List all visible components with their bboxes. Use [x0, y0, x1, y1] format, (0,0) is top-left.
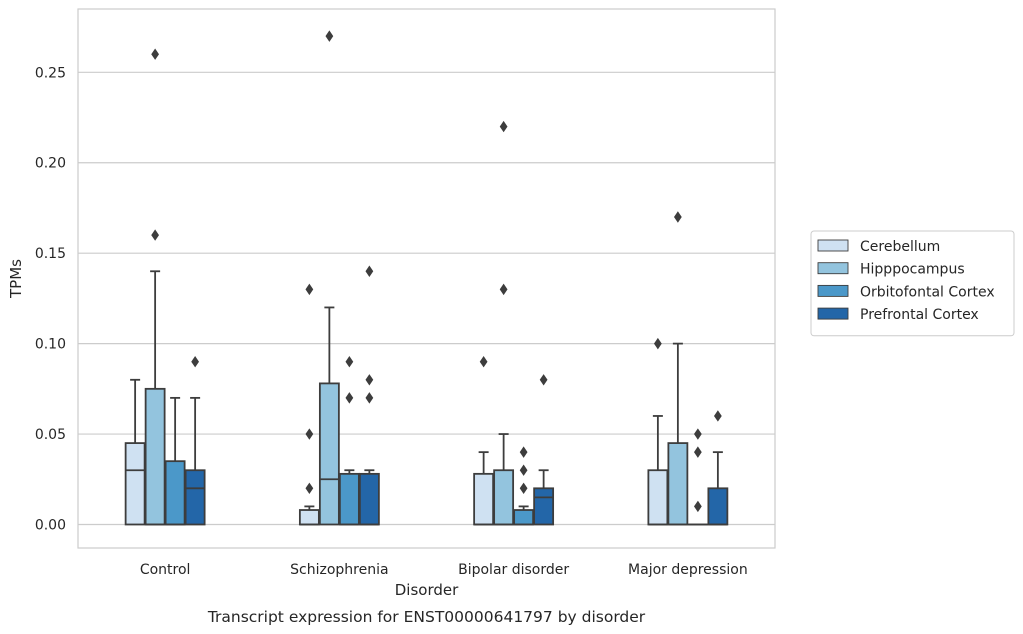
box-1-3	[358, 265, 380, 526]
box-rect	[667, 442, 689, 526]
box-3-2	[687, 428, 709, 526]
box-rect	[318, 382, 340, 526]
outlier-point	[365, 374, 374, 386]
box-1-1	[318, 30, 340, 526]
box-rect	[707, 487, 729, 526]
outlier-point	[151, 48, 160, 60]
box-rect	[144, 387, 166, 526]
x-axis-label: Disorder	[395, 581, 459, 599]
box-0-3	[184, 355, 206, 526]
legend-swatch	[817, 307, 849, 320]
y-tick-label: 0.05	[35, 427, 66, 443]
y-tick-label: 0.20	[35, 156, 66, 172]
box-3-0	[647, 337, 669, 526]
outlier-point	[345, 355, 354, 368]
legend-label: Hipppocampus	[860, 262, 965, 278]
legend: Cerebellum Hipppocampus Orbitofontal Corte…	[810, 230, 1015, 337]
legend-frame	[810, 230, 1015, 337]
boxes	[124, 30, 729, 526]
x-tick-label: Control	[140, 562, 191, 578]
outlier-point	[305, 428, 314, 440]
y-axis-ticks: 0.00 0.05 0.10 0.15 0.20 0.25	[35, 65, 66, 533]
x-tick-label: Schizophrenia	[290, 562, 388, 578]
legend-label: Prefrontal Cortex	[860, 307, 979, 323]
box-3-3	[707, 410, 729, 526]
plot-area-frame	[77, 8, 776, 549]
outlier-point	[305, 283, 314, 296]
box-rect	[164, 460, 186, 526]
box-0-1	[144, 48, 166, 526]
legend-label: Cerebellum	[860, 239, 940, 255]
outlier-point	[499, 120, 508, 133]
box-rect	[358, 472, 380, 526]
outlier-point	[365, 265, 374, 277]
outlier-point	[305, 482, 314, 495]
legend-label: Orbitofontal Cortex	[860, 284, 995, 300]
outlier-point	[713, 410, 722, 422]
box-rect	[513, 509, 535, 526]
x-tick-label: Bipolar disorder	[458, 562, 569, 578]
x-tick-label: Major depression	[628, 562, 748, 578]
outlier-point	[693, 500, 702, 513]
figure-caption: Transcript expression for ENST0000064179…	[207, 608, 646, 626]
legend-swatch	[817, 239, 849, 252]
box-rect	[124, 442, 146, 526]
outlier-point	[365, 392, 374, 404]
box-0-2	[164, 396, 186, 526]
box-1-2	[338, 355, 360, 526]
box-rect	[533, 487, 555, 526]
outlier-point	[519, 446, 528, 458]
legend-swatch	[817, 262, 849, 275]
box-2-3	[533, 374, 555, 526]
box-rect	[184, 469, 206, 526]
outlier-point	[325, 30, 334, 42]
outlier-point	[519, 482, 528, 495]
y-axis-label: TPMs	[7, 259, 25, 299]
outlier-point	[151, 229, 160, 241]
box-rect	[647, 469, 669, 526]
x-axis-ticks: Control Schizophrenia Bipolar disorder Majo…	[140, 562, 748, 578]
outlier-point	[539, 374, 548, 386]
outlier-point	[693, 428, 702, 440]
box-3-1	[667, 211, 689, 526]
box-rect	[338, 472, 360, 526]
outlier-point	[519, 464, 528, 476]
outlier-point	[479, 355, 488, 368]
box-0-0	[124, 378, 146, 526]
outlier-point	[673, 211, 682, 223]
box-2-0	[473, 355, 495, 526]
y-tick-label: 0.00	[35, 517, 66, 533]
outlier-point	[345, 392, 354, 404]
box-1-0	[298, 283, 320, 526]
y-tick-label: 0.15	[35, 246, 66, 262]
box-rect	[473, 472, 495, 526]
box-rect	[298, 509, 320, 526]
outlier-point	[499, 283, 508, 296]
box-rect	[493, 469, 515, 526]
y-tick-label: 0.10	[35, 337, 66, 353]
y-tick-label: 0.25	[35, 65, 66, 81]
outlier-point	[191, 355, 200, 368]
box-2-1	[493, 120, 515, 526]
outlier-point	[693, 446, 702, 458]
outlier-point	[653, 337, 662, 350]
legend-swatch	[817, 284, 849, 297]
box-2-2	[513, 446, 535, 526]
